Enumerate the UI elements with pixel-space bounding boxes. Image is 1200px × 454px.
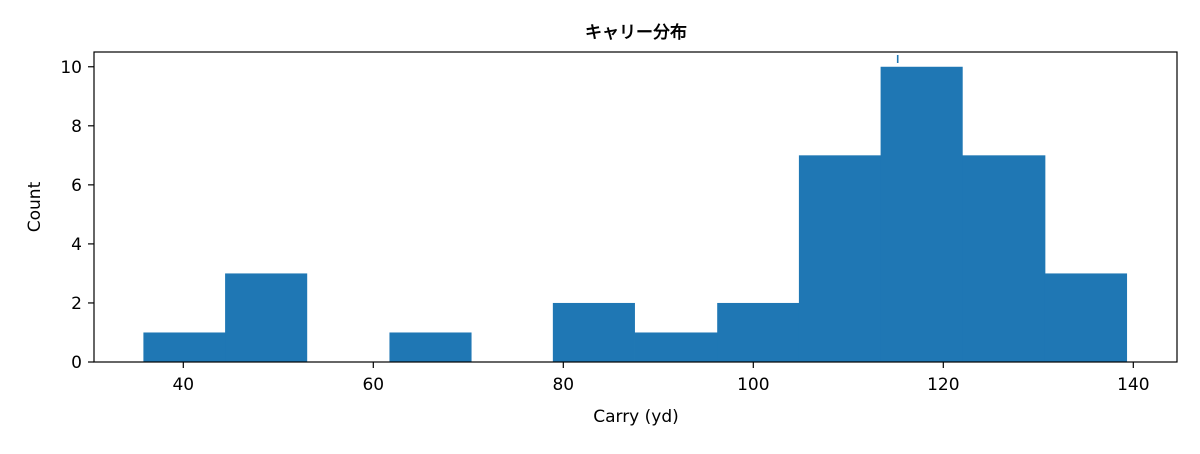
y-tick-label: 2 [71,294,82,314]
histogram-bar [552,302,635,362]
x-tick-label: 40 [172,375,194,395]
x-tick-label: 100 [737,375,769,395]
y-axis-label: Count [25,181,45,232]
y-tick-label: 6 [71,176,82,196]
x-axis-ticks: 40 60 80 100 120 140 [172,362,1150,395]
histogram-bar [634,332,718,362]
histogram-bar [143,332,226,362]
y-tick-label: 0 [71,353,82,373]
histogram-bar [880,66,963,362]
plot-frame [93,51,1178,363]
y-tick-label: 8 [71,117,82,137]
histogram-bar [717,302,800,362]
x-tick-label: 60 [362,375,384,395]
histogram-bar [962,155,1046,362]
x-tick-label: 120 [927,375,959,395]
x-tick-label: 80 [552,375,574,395]
histogram-bars [143,66,1128,362]
histogram-bar [225,273,308,362]
histogram-bar [798,155,881,362]
chart-title: キャリー分布 [585,22,687,43]
y-axis-ticks: 0 2 4 6 8 10 [60,58,94,373]
y-tick-label: 4 [71,235,82,255]
y-tick-label: 10 [60,58,82,78]
histogram-bar [389,332,472,362]
histogram-bar [1044,273,1128,362]
x-tick-label: 140 [1117,375,1149,395]
x-axis-label: Carry (yd) [593,407,679,427]
